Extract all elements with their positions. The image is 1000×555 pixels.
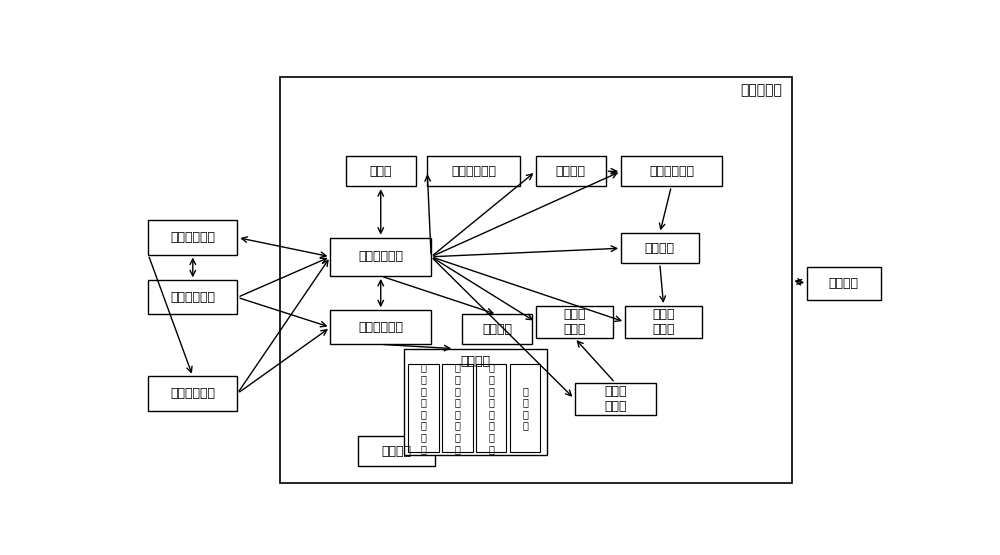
Bar xyxy=(280,77,792,483)
Text: 耗材存
储机构: 耗材存 储机构 xyxy=(604,385,626,413)
Text: 数字认证中心: 数字认证中心 xyxy=(170,291,215,304)
Text: 第
一
图
像
采
集
装
置: 第 一 图 像 采 集 装 置 xyxy=(420,362,426,454)
Bar xyxy=(404,349,547,456)
Bar xyxy=(621,157,722,186)
Bar xyxy=(148,376,237,411)
Bar xyxy=(427,157,520,186)
Bar xyxy=(148,220,237,255)
Text: 身
份
信
息
确
认
装
置: 身 份 信 息 确 认 装 置 xyxy=(488,362,494,454)
Bar xyxy=(510,365,540,452)
Text: 打
印
装
置: 打 印 装 置 xyxy=(522,386,528,431)
Text: 耗材提
取机构: 耗材提 取机构 xyxy=(652,308,675,336)
Bar xyxy=(408,365,439,452)
Bar xyxy=(536,157,606,186)
Bar xyxy=(807,268,881,300)
Text: 触控屏: 触控屏 xyxy=(370,165,392,178)
Text: 服务器端系统: 服务器端系统 xyxy=(170,231,215,244)
Text: 第一总控机构: 第一总控机构 xyxy=(358,321,403,334)
Bar xyxy=(346,157,416,186)
Bar xyxy=(358,436,435,466)
Bar xyxy=(574,383,656,415)
Text: 计时机构: 计时机构 xyxy=(556,165,586,178)
Text: 印章收回机构: 印章收回机构 xyxy=(451,165,496,178)
Text: 输送机构: 输送机构 xyxy=(645,242,675,255)
Bar xyxy=(442,365,473,452)
Text: 第
二
图
像
采
集
装
置: 第 二 图 像 采 集 装 置 xyxy=(454,362,460,454)
Text: 第二总控机构: 第二总控机构 xyxy=(358,250,403,263)
Bar xyxy=(330,310,431,344)
Text: 公安管理部门: 公安管理部门 xyxy=(170,387,215,400)
Text: 耗材检
测机构: 耗材检 测机构 xyxy=(563,308,586,336)
Text: 备案机构: 备案机构 xyxy=(461,355,491,368)
Text: 自助制章机: 自助制章机 xyxy=(740,84,782,98)
Bar xyxy=(148,280,237,315)
Text: 移动终端: 移动终端 xyxy=(829,277,859,290)
Bar xyxy=(476,365,506,452)
Bar xyxy=(536,306,613,338)
Text: 取章识别机构: 取章识别机构 xyxy=(649,165,694,178)
Bar xyxy=(330,238,431,276)
Text: 电源机构: 电源机构 xyxy=(381,445,411,458)
Bar xyxy=(625,306,702,338)
Bar xyxy=(462,315,532,344)
Bar xyxy=(621,233,698,263)
Text: 支付机构: 支付机构 xyxy=(482,323,512,336)
